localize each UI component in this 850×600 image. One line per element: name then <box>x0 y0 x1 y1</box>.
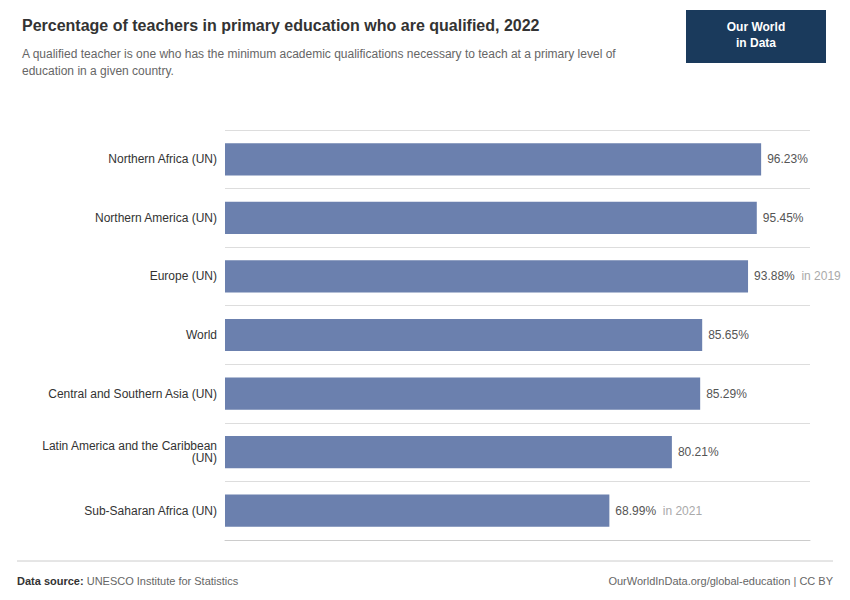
svg-text:OurWorldInData.org/global-educ: OurWorldInData.org/global-education | CC… <box>608 575 833 587</box>
svg-text:85.29%: 85.29% <box>706 387 747 401</box>
svg-text:Northern Africa (UN): Northern Africa (UN) <box>108 152 217 166</box>
svg-text:Sub-Saharan Africa (UN): Sub-Saharan Africa (UN) <box>84 504 217 518</box>
svg-text:in Data: in Data <box>736 36 776 50</box>
svg-text:95.45%: 95.45% <box>763 211 804 225</box>
svg-text:Latin America and the Caribbea: Latin America and the Caribbean <box>42 439 217 454</box>
svg-text:96.23%: 96.23% <box>767 152 808 166</box>
svg-text:Data source:: Data source: <box>17 575 84 587</box>
svg-text:68.99%: 68.99% <box>615 504 656 518</box>
svg-text:A qualified teacher is one who: A qualified teacher is one who has the m… <box>22 47 616 61</box>
svg-text:Central and Southern Asia (UN): Central and Southern Asia (UN) <box>48 387 217 401</box>
svg-text:Percentage of teachers in prim: Percentage of teachers in primary educat… <box>22 17 540 34</box>
svg-text:Europe (UN): Europe (UN) <box>150 269 217 283</box>
svg-text:85.65%: 85.65% <box>708 328 749 342</box>
svg-text:80.21%: 80.21% <box>678 445 719 459</box>
svg-text:Northern America (UN): Northern America (UN) <box>95 211 217 225</box>
svg-text:education in a given country.: education in a given country. <box>22 64 174 78</box>
svg-text:in 2019: in 2019 <box>801 269 841 283</box>
svg-text:93.88%: 93.88% <box>754 269 795 283</box>
svg-text:(UN): (UN) <box>192 451 217 465</box>
svg-text:World: World <box>186 328 217 342</box>
svg-text:Our World: Our World <box>727 20 785 34</box>
svg-text:in 2021: in 2021 <box>663 504 703 518</box>
svg-text:UNESCO Institute for Statistic: UNESCO Institute for Statistics <box>84 575 239 587</box>
